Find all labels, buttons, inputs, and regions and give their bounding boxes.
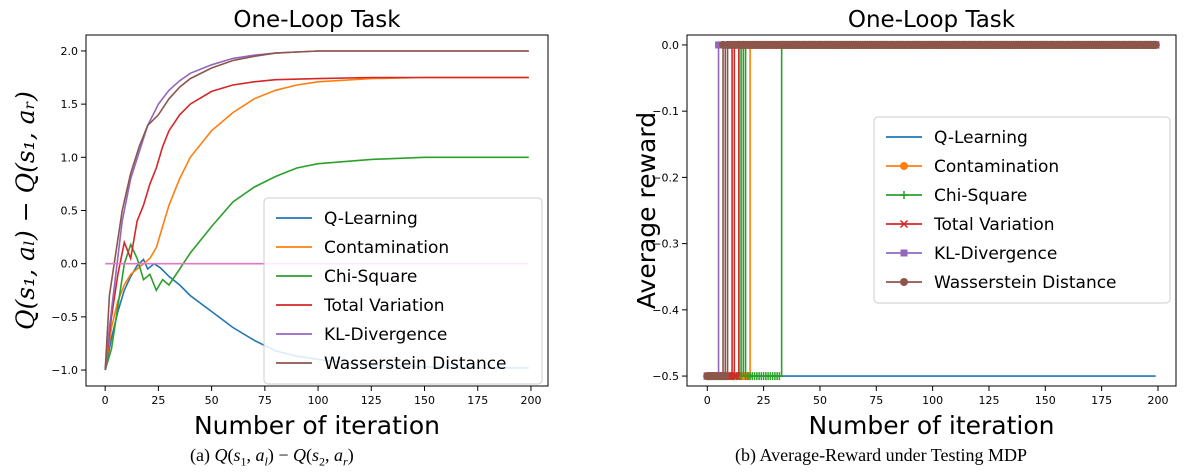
y-tick-label: −0.1 — [652, 105, 679, 118]
legend-item-wasserstein-distance-label: Wasserstein Distance — [324, 354, 507, 374]
y-tick-label: 1.5 — [61, 98, 79, 111]
legend-item-q-learning-label: Q-Learning — [324, 209, 418, 229]
series-wasserstein-distance-point — [721, 372, 730, 381]
x-tick-label: 50 — [813, 394, 827, 407]
series-contamination-line — [104, 76, 529, 371]
series-chi-square-line — [104, 156, 529, 371]
legend-item-kl-divergence-marker — [900, 249, 908, 257]
legend-item-chi-square-marker — [900, 191, 908, 199]
x-tick-label: 200 — [520, 394, 541, 407]
x-tick-label: 75 — [869, 394, 883, 407]
x-tick-label: 150 — [1035, 394, 1056, 407]
y-tick-label: −0.5 — [51, 311, 78, 324]
x-tick-label: 25 — [757, 394, 771, 407]
y-tick-label: −0.4 — [652, 304, 679, 317]
legend-item-q-learning-label: Q-Learning — [934, 128, 1028, 148]
series-total-variation-point — [732, 372, 741, 381]
y-tick-label: 1.0 — [61, 151, 79, 164]
y-tick-label: −0.2 — [652, 171, 679, 184]
legend-item-kl-divergence-label: KL-Divergence — [934, 244, 1057, 264]
y-axis-label: Average reward — [632, 112, 661, 309]
legend-item-contamination-label: Contamination — [934, 157, 1059, 177]
plot-area — [104, 50, 529, 371]
series-chi-square-point — [775, 372, 784, 381]
x-axis-label: Number of iteration — [808, 411, 1054, 440]
legend-item-wasserstein-distance-label: Wasserstein Distance — [934, 273, 1117, 293]
chart-a: 0 25 50 75 100 125 150 175 200 −1.0 −0.5 0.0 0.5 1.0 1… — [11, 7, 549, 440]
y-tick-label: 2.0 — [61, 45, 79, 58]
x-tick-label: 50 — [205, 394, 219, 407]
y-tick-label: 0.0 — [61, 258, 79, 271]
y-tick-label: 0.0 — [662, 39, 680, 52]
series-wasserstein-distance-line — [104, 50, 529, 371]
series-wasserstein-distance-point — [1151, 40, 1160, 49]
caption-b: (b) Average-Reward under Testing MDP — [735, 445, 1027, 465]
legend-item-kl-divergence-label: KL-Divergence — [324, 325, 447, 345]
y-tick-label: −0.5 — [652, 370, 679, 383]
legend — [263, 197, 543, 385]
x-tick-label: 75 — [258, 394, 272, 407]
legend-item-chi-square-label: Chi-Square — [324, 267, 417, 287]
y-axis-label: Q(s₁, aₗ) − Q(s₁, aᵣ) — [11, 91, 40, 330]
caption-a: (a) Q(s1, al) − Q(s2, ar) — [190, 445, 354, 469]
axes-frame — [686, 34, 1177, 387]
legend-item-total-variation-marker — [899, 219, 909, 229]
x-tick-label: 200 — [1147, 394, 1168, 407]
series-wasserstein-distance-markers — [703, 40, 1160, 381]
y-tick-label: −1.0 — [51, 364, 78, 377]
x-tick-label: 0 — [704, 394, 711, 407]
legend-item-total-variation-label: Total Variation — [323, 296, 445, 316]
y-tick-label: 0.5 — [61, 205, 79, 218]
series-wasserstein-distance-line — [707, 44, 1156, 377]
figure: 0 25 50 75 100 125 150 175 200 −1.0 −0.5 0.0 0.5 1.0 1… — [11, 7, 1177, 440]
legend-item-contamination-label: Contamination — [324, 238, 449, 258]
plot-area — [703, 40, 1160, 381]
series-total-variation-line — [707, 44, 1156, 377]
x-tick-label: 175 — [1091, 394, 1112, 407]
chart-title: One-Loop Task — [848, 7, 1016, 33]
x-tick-label: 100 — [922, 394, 943, 407]
legend-item-chi-square-label: Chi-Square — [934, 186, 1027, 206]
x-tick-label: 150 — [414, 394, 435, 407]
x-tick-label: 125 — [978, 394, 999, 407]
legend — [873, 116, 1171, 304]
x-tick-label: 100 — [308, 394, 329, 407]
chart-title: One-Loop Task — [233, 7, 401, 33]
y-tick-label: −0.3 — [652, 238, 679, 251]
legend-item-contamination-marker — [900, 162, 908, 170]
x-tick-label: 175 — [467, 394, 488, 407]
x-tick-label: 0 — [102, 394, 109, 407]
chart-b: 0 25 50 75 100 125 150 175 200 0.0 −0.1 −0.2 −0.3 −0.… — [632, 7, 1177, 440]
x-axis-label: Number of iteration — [194, 411, 440, 440]
series-total-variation-line — [104, 76, 529, 371]
x-tick-label: 25 — [151, 394, 165, 407]
x-tick-label: 125 — [361, 394, 382, 407]
legend-item-total-variation-label: Total Variation — [933, 215, 1055, 235]
series-total-variation-point — [730, 372, 739, 381]
legend-item-wasserstein-distance-marker — [900, 278, 908, 286]
